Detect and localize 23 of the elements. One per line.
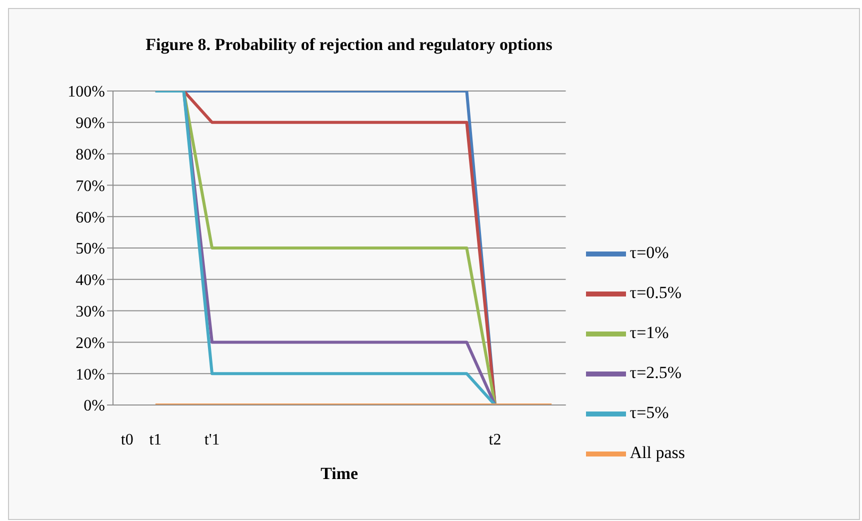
- x-tick-label: t1: [149, 431, 162, 448]
- x-tick-label: t0: [120, 431, 134, 448]
- y-tick-label: 70%: [76, 178, 105, 195]
- chart-title: Figure 8. Probability of rejection and regulatory options: [144, 35, 554, 55]
- x-tick-label: t2: [488, 431, 502, 448]
- y-tick-label: 80%: [76, 146, 105, 164]
- y-tick-label: 50%: [76, 240, 105, 258]
- y-tick-label: 10%: [76, 366, 105, 384]
- legend-label: All pass: [630, 442, 685, 462]
- y-tick-label: 30%: [76, 303, 105, 320]
- x-tick-label: t'1: [204, 431, 220, 448]
- legend-label: τ=0.5%: [630, 282, 682, 302]
- y-tick-label: 20%: [76, 334, 105, 352]
- legend-label: τ=0%: [630, 242, 669, 262]
- y-tick-label: 60%: [76, 209, 105, 226]
- y-tick-label: 90%: [76, 115, 105, 132]
- y-tick-label: 0%: [84, 398, 105, 415]
- y-tick-label: 100%: [68, 84, 105, 101]
- y-tick-label: 40%: [76, 272, 105, 290]
- x-axis-title: Time: [320, 464, 359, 483]
- legend-label: τ=5%: [630, 402, 669, 422]
- legend-label: τ=2.5%: [630, 362, 682, 382]
- legend-label: τ=1%: [630, 322, 669, 342]
